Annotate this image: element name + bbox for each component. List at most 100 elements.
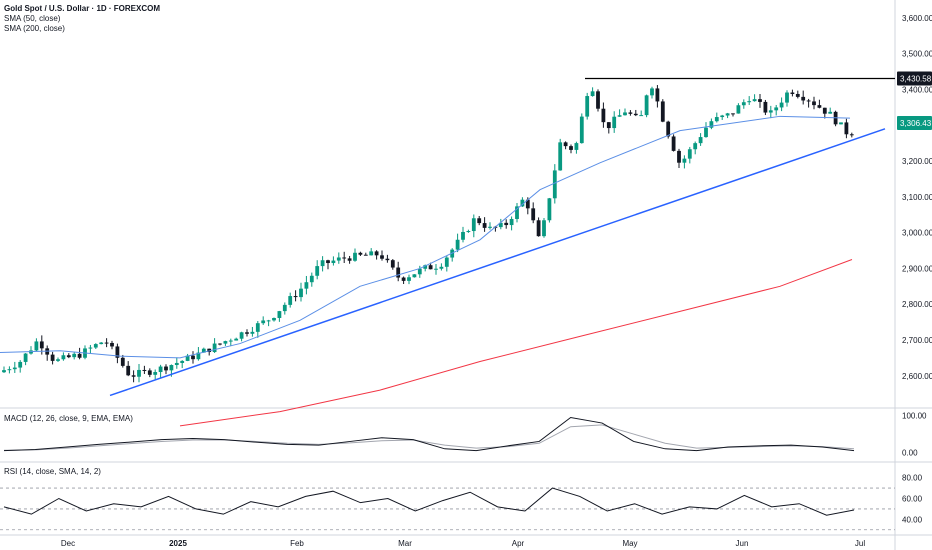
candle-body [326, 260, 330, 264]
macd-tick-label: 100.00 [902, 412, 927, 421]
candle-body [417, 268, 422, 275]
candle-body [93, 344, 98, 348]
rsi-line [3, 487, 855, 516]
candle-body [282, 304, 287, 312]
candle-body [401, 277, 406, 281]
macd-legend: MACD (12, 26, close, 9, EMA, EMA) [4, 414, 133, 423]
candle-body [617, 115, 622, 117]
candle-body [552, 170, 557, 199]
candle-body [288, 296, 293, 305]
macd-line [3, 416, 855, 452]
candle-body [455, 239, 460, 250]
candle-body [774, 107, 779, 111]
candle-body [309, 275, 314, 283]
candle-body [525, 199, 530, 209]
candle-body [542, 220, 546, 237]
candle-body [266, 320, 271, 322]
candle-body [585, 96, 590, 117]
candle-body [822, 107, 827, 114]
candle-body [471, 218, 476, 232]
candle-body [164, 366, 168, 371]
candle-body [61, 355, 66, 360]
candle-body [714, 117, 719, 122]
candle-body [779, 102, 784, 108]
candle-body [369, 251, 374, 256]
candle-body [223, 341, 228, 344]
candle-body [785, 92, 789, 103]
candle-body [158, 366, 163, 373]
candle-body [277, 311, 282, 318]
candle-body [174, 362, 179, 366]
candle-body [477, 218, 482, 224]
candle-body [768, 110, 773, 113]
candle-body [72, 353, 77, 358]
last-price-tag-bg [897, 115, 932, 130]
sma50-line [0, 115, 851, 359]
candle-body [320, 260, 325, 267]
candle-body [849, 134, 854, 136]
candle-body [515, 206, 519, 219]
resistance-price-tag: 3,430.58 [900, 75, 932, 84]
candle-body [196, 352, 201, 360]
candle-body [569, 146, 573, 150]
candle-body [245, 332, 249, 334]
candle-body [120, 357, 125, 366]
candle-body [720, 115, 725, 118]
candle-body [423, 265, 428, 269]
candle-body [412, 274, 417, 278]
candle-body [299, 288, 303, 298]
candle-body [596, 91, 600, 109]
candle-body [88, 347, 93, 349]
candle-body [741, 102, 746, 106]
candle-body [396, 267, 401, 278]
candle-body [790, 92, 795, 94]
candle-body [7, 369, 12, 371]
candle-body [677, 150, 681, 163]
candle-body [817, 105, 822, 108]
sma200-legend: SMA (200, close) [4, 24, 65, 33]
sma200-line [179, 259, 853, 427]
candle-body [218, 343, 222, 345]
candle-body [547, 198, 552, 221]
candle-body [461, 231, 465, 240]
candle-body [34, 341, 39, 351]
time-axis-label: 2025 [169, 539, 187, 548]
candle-body [590, 91, 595, 97]
sma50-legend: SMA (50, close) [4, 14, 61, 23]
candle-body [234, 338, 239, 341]
candle-body [169, 365, 174, 371]
price-tick-label: 3,600.00 [902, 14, 932, 23]
candle-body [725, 113, 730, 116]
candle-body [752, 99, 757, 102]
candle-body [482, 223, 487, 228]
candle-body [633, 113, 638, 116]
candle-body [336, 257, 341, 261]
candle-body [520, 199, 525, 207]
candle-body [736, 105, 741, 114]
candle-body [806, 100, 811, 102]
candle-body [671, 136, 676, 151]
price-tick-label: 2,800.00 [902, 300, 932, 309]
candle-body [390, 260, 395, 268]
candle-body [579, 116, 584, 144]
candle-body [574, 143, 579, 150]
candle-body [704, 127, 708, 138]
macd-tick-label: 0.00 [902, 448, 918, 457]
candle-body [358, 252, 363, 255]
candle-body [698, 137, 703, 144]
candle-body [655, 88, 660, 102]
last-price-tag: 3,306.43 [900, 119, 932, 128]
price-tick-label: 3,100.00 [902, 193, 932, 202]
candle-body [839, 122, 843, 125]
candle-body [153, 372, 158, 375]
candle-body [531, 208, 536, 221]
candle-body [56, 359, 60, 361]
price-tick-label: 3,500.00 [902, 50, 932, 59]
macd-signal-line [3, 424, 855, 451]
candle-body [844, 122, 849, 135]
candle-body [39, 341, 44, 349]
candle-body [147, 370, 152, 375]
candle-body [639, 115, 644, 117]
candle-body [363, 254, 368, 256]
